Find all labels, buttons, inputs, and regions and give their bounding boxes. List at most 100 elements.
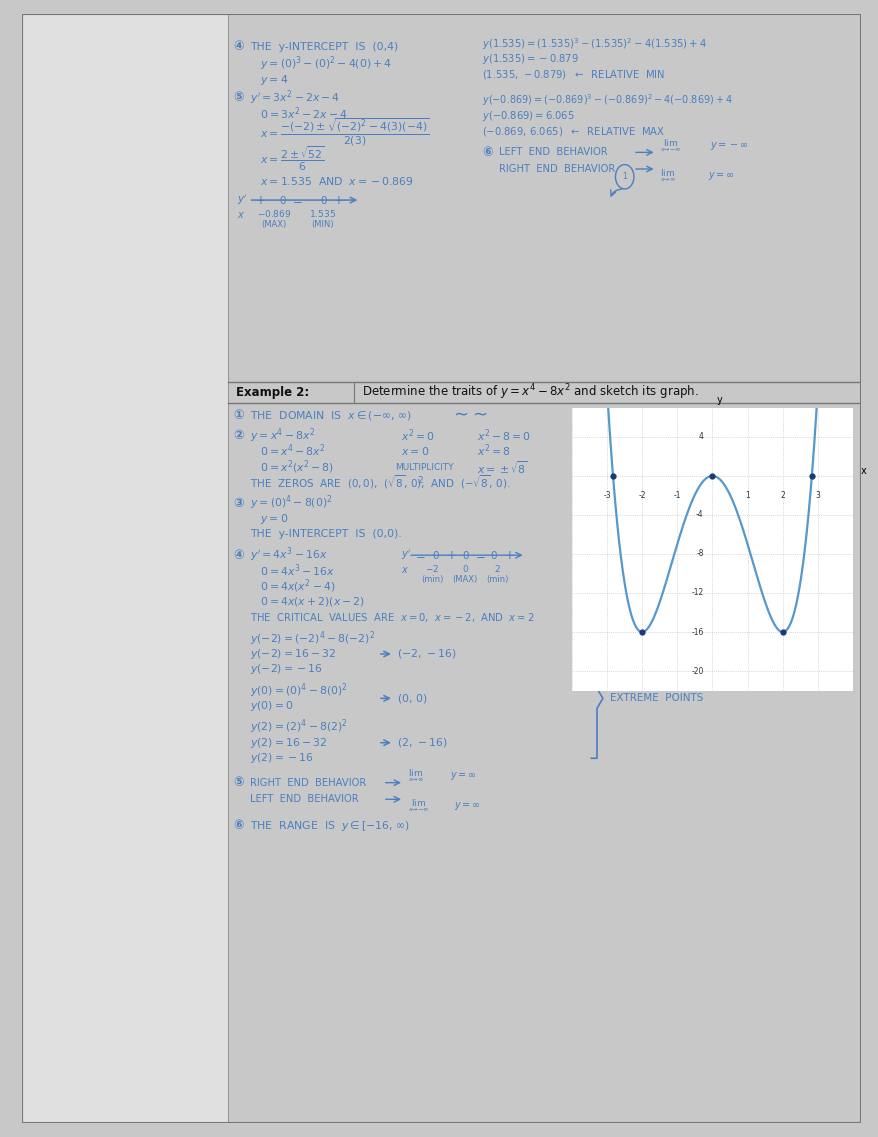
- Text: $x$: $x$: [236, 209, 245, 219]
- Text: $x = \pm\sqrt{8}$: $x = \pm\sqrt{8}$: [477, 459, 528, 476]
- Text: $(-2,\,-16)$: $(-2,\,-16)$: [397, 647, 457, 661]
- Text: $\lim_{x \to \infty}$: $\lim_{x \to \infty}$: [659, 167, 675, 184]
- Text: ④: ④: [234, 549, 244, 562]
- Text: y: y: [716, 395, 722, 405]
- Text: $+$: $+$: [255, 193, 266, 207]
- Text: $0 = 4x^3 - 16x$: $0 = 4x^3 - 16x$: [260, 563, 335, 579]
- Text: $y(0) = 0$: $y(0) = 0$: [250, 699, 293, 713]
- Text: ⑤: ⑤: [234, 91, 244, 105]
- Text: THE  y-INTERCEPT  IS  (0,4): THE y-INTERCEPT IS (0,4): [250, 42, 398, 52]
- Text: $y'$: $y'$: [236, 193, 248, 207]
- Text: $(2,\,-16)$: $(2,\,-16)$: [397, 737, 448, 749]
- Text: LEFT  END  BEHAVIOR: LEFT END BEHAVIOR: [498, 148, 607, 157]
- Text: $x = \dfrac{-(-2) \pm \sqrt{(-2)^2 - 4(3)(-4)}}{2(3)}$: $x = \dfrac{-(-2) \pm \sqrt{(-2)^2 - 4(3…: [260, 117, 429, 148]
- Text: $y = \infty$: $y = \infty$: [454, 800, 481, 812]
- Text: $y'$: $y'$: [401, 548, 412, 563]
- Text: $+$: $+$: [445, 549, 456, 562]
- Text: $2$: $2$: [416, 474, 423, 485]
- Text: $-$: $-$: [414, 549, 425, 562]
- Text: $y(1.535) = (1.535)^3 - (1.535)^2 - 4(1.535) + 4$: $y(1.535) = (1.535)^3 - (1.535)^2 - 4(1.…: [481, 35, 706, 51]
- Text: $1.535$: $1.535$: [309, 208, 335, 219]
- Text: $y(-0.869) = (-0.869)^3 - (-0.869)^2 - 4(-0.869) + 4$: $y(-0.869) = (-0.869)^3 - (-0.869)^2 - 4…: [481, 92, 732, 108]
- Text: $-$: $-$: [475, 549, 486, 562]
- Text: THE  RANGE  IS  $y \in [-16,\, \infty)$: THE RANGE IS $y \in [-16,\, \infty)$: [250, 819, 410, 833]
- Text: $y = 4$: $y = 4$: [260, 73, 288, 88]
- Text: RIGHT  END  BEHAVIOR: RIGHT END BEHAVIOR: [498, 164, 615, 174]
- Text: -1: -1: [673, 490, 680, 499]
- Text: $y = x^4 - 8x^2$: $y = x^4 - 8x^2$: [250, 426, 315, 445]
- Text: $y = \infty$: $y = \infty$: [707, 169, 734, 182]
- Text: -3: -3: [602, 490, 610, 499]
- Text: $-2$: $-2$: [425, 563, 439, 574]
- Text: 3: 3: [815, 490, 819, 499]
- Text: $\sim\!\sim$: $\sim\!\sim$: [450, 404, 487, 422]
- Text: $y(2) = -16$: $y(2) = -16$: [250, 752, 313, 765]
- Text: ④: ④: [234, 41, 244, 53]
- Text: $-$: $-$: [292, 193, 303, 207]
- Text: $0$: $0$: [490, 549, 498, 562]
- Text: 1: 1: [745, 490, 749, 499]
- Text: $0$: $0$: [320, 194, 327, 206]
- Text: ②: ②: [234, 429, 244, 442]
- Text: MULTIPLICITY: MULTIPLICITY: [395, 463, 454, 472]
- Text: $y = (0)^3 - (0)^2 - 4(0) + 4$: $y = (0)^3 - (0)^2 - 4(0) + 4$: [260, 55, 392, 73]
- Text: Example 2:: Example 2:: [236, 387, 309, 399]
- Text: $x^2 = 8$: $x^2 = 8$: [477, 442, 510, 459]
- Text: 2: 2: [780, 490, 784, 499]
- Text: ③: ③: [234, 497, 244, 509]
- Text: (MAX): (MAX): [452, 575, 478, 584]
- Text: $y(1.535) = -0.879$: $y(1.535) = -0.879$: [481, 52, 578, 66]
- Text: ⑤: ⑤: [234, 777, 244, 789]
- Text: EXTREME  POINTS: EXTREME POINTS: [609, 694, 702, 704]
- Text: $y' = 4x^3 - 16x$: $y' = 4x^3 - 16x$: [250, 546, 327, 564]
- Text: $x = \dfrac{2 \pm \sqrt{52}}{6}$: $x = \dfrac{2 \pm \sqrt{52}}{6}$: [260, 146, 325, 173]
- Text: $y = -\infty$: $y = -\infty$: [709, 140, 748, 151]
- Text: $y(-0.869) = 6.065$: $y(-0.869) = 6.065$: [481, 109, 574, 123]
- Text: x: x: [860, 466, 866, 476]
- Text: $+$: $+$: [333, 193, 343, 207]
- Text: -4: -4: [695, 511, 702, 520]
- Text: $(1.535,\,-0.879)$  $\leftarrow$  RELATIVE  MIN: $(1.535,\,-0.879)$ $\leftarrow$ RELATIVE…: [481, 68, 665, 81]
- Text: $y(0) = (0)^4 - 8(0)^2$: $y(0) = (0)^4 - 8(0)^2$: [250, 681, 348, 700]
- Text: $y = \infty$: $y = \infty$: [450, 770, 477, 782]
- Text: $0 = 4x(x+2)(x-2)$: $0 = 4x(x+2)(x-2)$: [260, 596, 365, 608]
- Text: $y' = 3x^2 - 2x - 4$: $y' = 3x^2 - 2x - 4$: [250, 89, 340, 107]
- Text: $x$: $x$: [401, 565, 409, 574]
- Text: THE  y-INTERCEPT  IS  (0,0).: THE y-INTERCEPT IS (0,0).: [250, 529, 401, 539]
- Text: $\lim_{x \to -\infty}$: $\lim_{x \to -\infty}$: [659, 138, 680, 153]
- Text: $y = 0$: $y = 0$: [260, 512, 288, 525]
- Text: Determine the traits of $y = x^4 - 8x^2$ and sketch its graph.: Determine the traits of $y = x^4 - 8x^2$…: [362, 383, 698, 402]
- Text: $x = 1.535$  AND  $x = -0.869$: $x = 1.535$ AND $x = -0.869$: [260, 175, 414, 188]
- Text: $0 = 3x^2 - 2x - 4$: $0 = 3x^2 - 2x - 4$: [260, 106, 348, 122]
- Text: -8: -8: [695, 549, 702, 558]
- Text: $x^2 - 8 = 0$: $x^2 - 8 = 0$: [477, 428, 530, 443]
- Text: RIGHT  END  BEHAVIOR: RIGHT END BEHAVIOR: [250, 778, 366, 788]
- Text: THE  CRITICAL  VALUES  ARE  $x = 0$,  $x = -2$,  AND  $x = 2$: THE CRITICAL VALUES ARE $x = 0$, $x = -2…: [250, 611, 534, 624]
- Text: $0$: $0$: [461, 549, 469, 562]
- Text: $(0,\,0)$: $(0,\,0)$: [397, 691, 428, 705]
- Text: (min): (min): [421, 575, 443, 584]
- Text: (MAX): (MAX): [261, 219, 286, 229]
- Text: THE  ZEROS  ARE  $(0,0)$,  $(\sqrt{8},\,0)$,  AND  $(-\sqrt{8},\,0)$.: THE ZEROS ARE $(0,0)$, $(\sqrt{8},\,0)$,…: [250, 473, 510, 491]
- Text: $\lim_{x \to \infty}$: $\lim_{x \to \infty}$: [407, 767, 423, 785]
- Text: ⑥: ⑥: [481, 146, 492, 159]
- Text: LEFT  END  BEHAVIOR: LEFT END BEHAVIOR: [250, 795, 358, 804]
- Text: $y(2) = 16 - 32$: $y(2) = 16 - 32$: [250, 736, 327, 749]
- Text: ⑥: ⑥: [234, 820, 244, 832]
- Text: $0$: $0$: [461, 563, 468, 574]
- Text: $(-0.869,\, 6.065)$  $\leftarrow$  RELATIVE  MAX: $(-0.869,\, 6.065)$ $\leftarrow$ RELATIV…: [481, 125, 665, 138]
- Text: $0$: $0$: [278, 194, 286, 206]
- Text: $x = 0$: $x = 0$: [401, 445, 429, 457]
- Text: -12: -12: [691, 589, 702, 597]
- Text: 4: 4: [698, 432, 702, 441]
- Text: $y(-2) = (-2)^4 - 8(-2)^2$: $y(-2) = (-2)^4 - 8(-2)^2$: [250, 629, 375, 648]
- Text: $2$: $2$: [493, 563, 500, 574]
- Text: (MIN): (MIN): [311, 219, 334, 229]
- Text: $y = (0)^4 - 8(0)^2$: $y = (0)^4 - 8(0)^2$: [250, 493, 333, 513]
- Text: $x^2 = 0$: $x^2 = 0$: [401, 428, 435, 443]
- Text: $y(2) = (2)^4 - 8(2)^2$: $y(2) = (2)^4 - 8(2)^2$: [250, 717, 348, 737]
- Text: $\lim_{x \to -\infty}$: $\lim_{x \to -\infty}$: [407, 798, 428, 814]
- Text: $0 = 4x(x^2 - 4)$: $0 = 4x(x^2 - 4)$: [260, 578, 335, 595]
- Text: $0 = x^4 - 8x^2$: $0 = x^4 - 8x^2$: [260, 442, 326, 459]
- Text: ①: ①: [234, 409, 244, 422]
